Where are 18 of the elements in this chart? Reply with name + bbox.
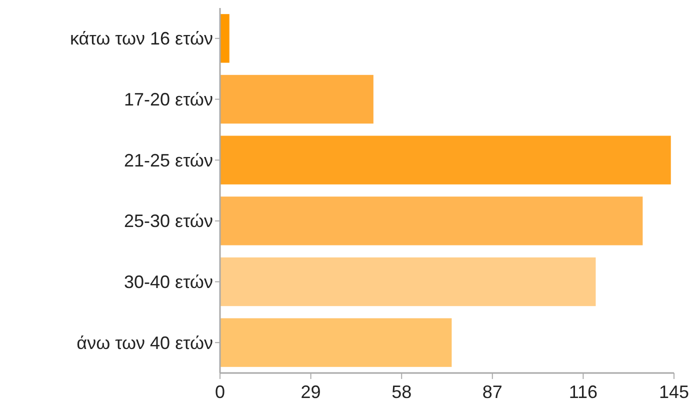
bar: [220, 196, 643, 246]
x-tick-label: 29: [300, 382, 321, 402]
bar: [220, 136, 671, 184]
bar: [220, 318, 452, 367]
x-tick-label: 87: [482, 382, 502, 402]
y-tick-label: κάτω των 16 ετών: [70, 28, 213, 49]
y-tick-label: 30-40 ετών: [124, 272, 213, 292]
y-tick-label: άνω των 40 ετών: [76, 332, 213, 353]
y-tick-label: 17-20 ετών: [124, 90, 213, 110]
bar: [220, 14, 230, 63]
bar: [220, 74, 374, 124]
x-tick-label: 116: [568, 382, 598, 402]
bar: [220, 257, 596, 306]
x-tick-label: 145: [658, 382, 690, 402]
x-tick-label: 58: [392, 382, 412, 402]
y-tick-label: 25-30 ετών: [124, 211, 213, 232]
y-tick-label: 21-25 ετών: [124, 150, 213, 170]
x-tick-label: 0: [214, 382, 226, 402]
